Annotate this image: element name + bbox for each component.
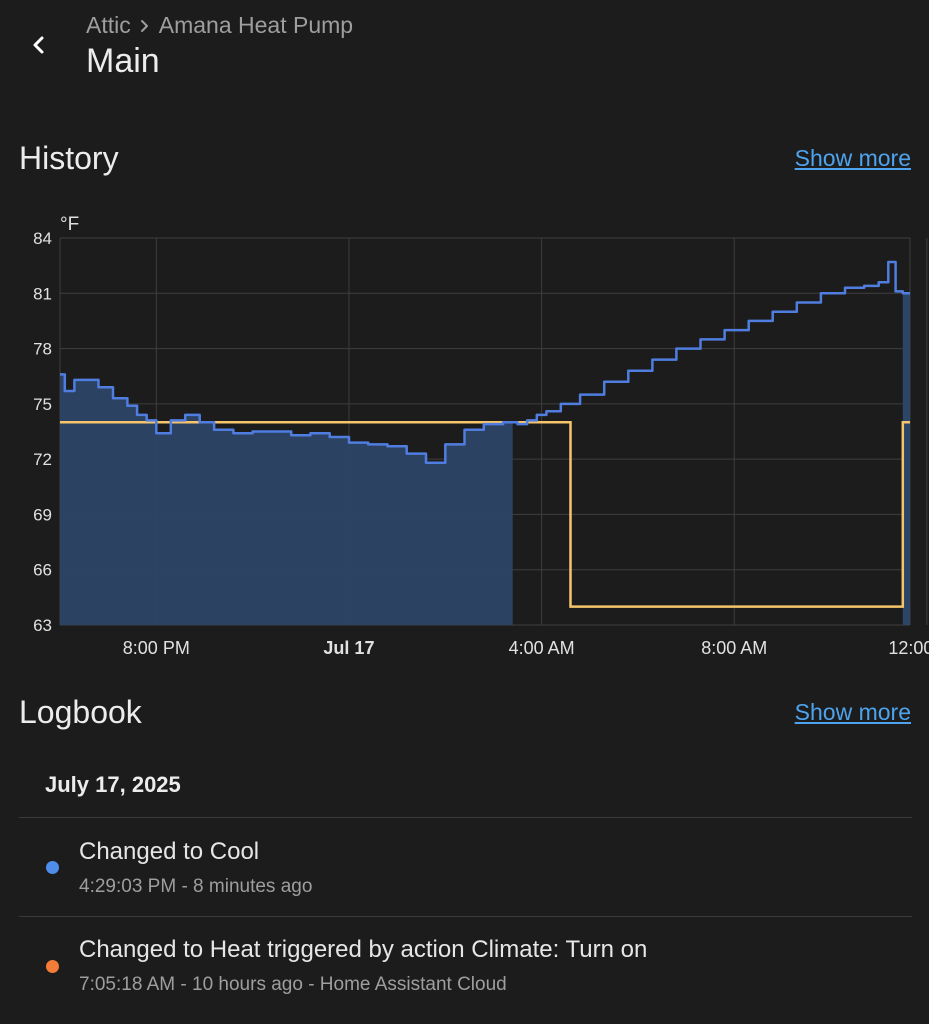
page-title: Main	[86, 42, 160, 80]
cooling-fill-area	[902, 293, 910, 625]
chart-unit-label: °F	[60, 214, 79, 235]
logbook-entry-message: Changed to Cool	[79, 838, 260, 865]
logbook-title: Logbook	[19, 694, 142, 730]
target-temperature-line	[60, 421, 910, 608]
logbook-entry-meta: 4:29:03 PM - 8 minutes ago	[79, 876, 313, 897]
logbook-date-header: July 17, 2025	[45, 772, 181, 797]
x-tick-label: Jul 17	[323, 638, 374, 658]
y-tick-label: 63	[33, 616, 52, 635]
logbook-entry-message: Changed to Heat triggered by action Clim…	[79, 936, 648, 963]
history-title: History	[19, 140, 119, 176]
logbook-entry[interactable]: Changed to Cool 4:29:03 PM - 8 minutes a…	[0, 820, 929, 916]
divider	[19, 817, 912, 818]
history-chart[interactable]: °F 84 81 78 75 72 69 66 63 8:00 PM Jul 17 4:00 AM…	[0, 205, 929, 675]
x-tick-label: 12:00 PM	[888, 638, 929, 658]
x-tick-label: 8:00 PM	[123, 638, 190, 658]
back-button[interactable]	[22, 28, 56, 62]
y-tick-label: 81	[33, 284, 52, 303]
breadcrumb-device[interactable]: Amana Heat Pump	[158, 12, 354, 38]
logbook-entry-meta: 7:05:18 AM - 10 hours ago - Home Assista…	[79, 974, 507, 995]
logbook-entry[interactable]: Changed to Heat triggered by action Clim…	[0, 919, 929, 1015]
y-tick-label: 75	[33, 395, 52, 414]
x-tick-label: 8:00 AM	[701, 638, 767, 658]
x-tick-label: 4:00 AM	[509, 638, 575, 658]
y-tick-label: 78	[33, 340, 52, 359]
y-tick-label: 69	[33, 505, 52, 524]
history-show-more-link[interactable]: Show more	[794, 145, 911, 171]
back-arrow-icon	[33, 36, 44, 54]
chart-series	[60, 260, 910, 625]
breadcrumb-area[interactable]: Attic	[86, 12, 131, 38]
status-dot-icon	[46, 861, 59, 874]
y-tick-label: 66	[33, 561, 52, 580]
y-tick-label: 72	[33, 450, 52, 469]
y-tick-label: 84	[33, 229, 52, 248]
breadcrumb: Attic Amana Heat Pump	[86, 12, 353, 39]
chart-y-axis: 84 81 78 75 72 69 66 63	[33, 229, 52, 635]
chevron-right-icon	[140, 19, 148, 32]
cooling-fill-area	[60, 374, 513, 625]
divider	[19, 916, 912, 917]
status-dot-icon	[46, 960, 59, 973]
logbook-show-more-link[interactable]: Show more	[794, 699, 911, 725]
current-temperature-line	[60, 260, 910, 465]
page-header: Attic Amana Heat Pump Main	[0, 0, 929, 100]
